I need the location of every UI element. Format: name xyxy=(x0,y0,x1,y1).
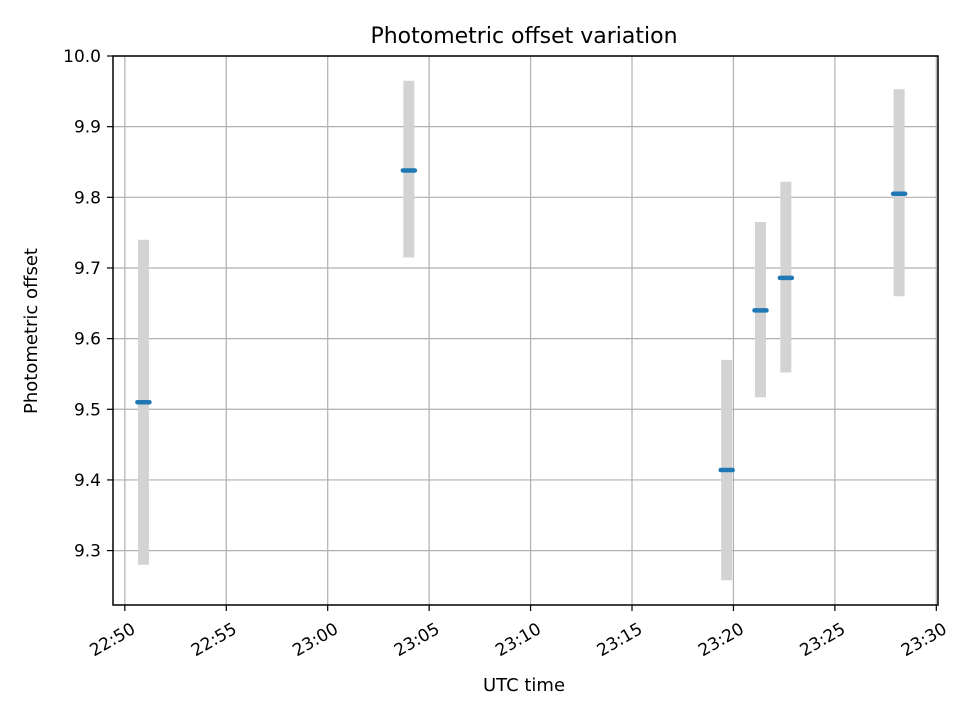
y-tick-label: 9.5 xyxy=(74,400,101,420)
x-axis-label: UTC time xyxy=(483,675,565,696)
x-tick-label: 22:55 xyxy=(188,619,240,661)
x-tick-label: 23:15 xyxy=(594,619,646,661)
x-tick-label: 22:50 xyxy=(87,619,139,661)
x-tick-label: 23:20 xyxy=(695,619,747,661)
y-tick-label: 9.4 xyxy=(74,471,101,491)
y-tick-label: 10.0 xyxy=(63,47,101,67)
x-axis-ticks: 22:50 22:55 23:00 23:05 23:10 23:15 23:20 23:25… xyxy=(87,605,950,661)
y-tick-label: 9.7 xyxy=(74,259,101,279)
y-tick-label: 9.3 xyxy=(74,542,101,562)
data-markers xyxy=(135,168,908,473)
y-axis-label: Photometric offset xyxy=(21,248,42,414)
y-tick-label: 9.9 xyxy=(74,118,101,138)
x-tick-label: 23:30 xyxy=(898,619,950,661)
plot-frame xyxy=(112,55,939,606)
chart-title: Photometric offset variation xyxy=(370,24,677,49)
x-tick-label: 23:00 xyxy=(289,619,341,661)
x-tick-label: 23:25 xyxy=(797,619,849,661)
grid xyxy=(113,55,938,605)
y-axis-ticks: 9.3 9.4 9.5 9.6 9.7 9.8 9.9 10.0 xyxy=(63,47,113,562)
y-tick-label: 9.6 xyxy=(74,330,101,350)
x-tick-label: 23:05 xyxy=(391,619,443,661)
error-bars xyxy=(137,80,905,581)
y-tick-label: 9.8 xyxy=(74,188,101,208)
x-tick-label: 23:10 xyxy=(492,619,544,661)
